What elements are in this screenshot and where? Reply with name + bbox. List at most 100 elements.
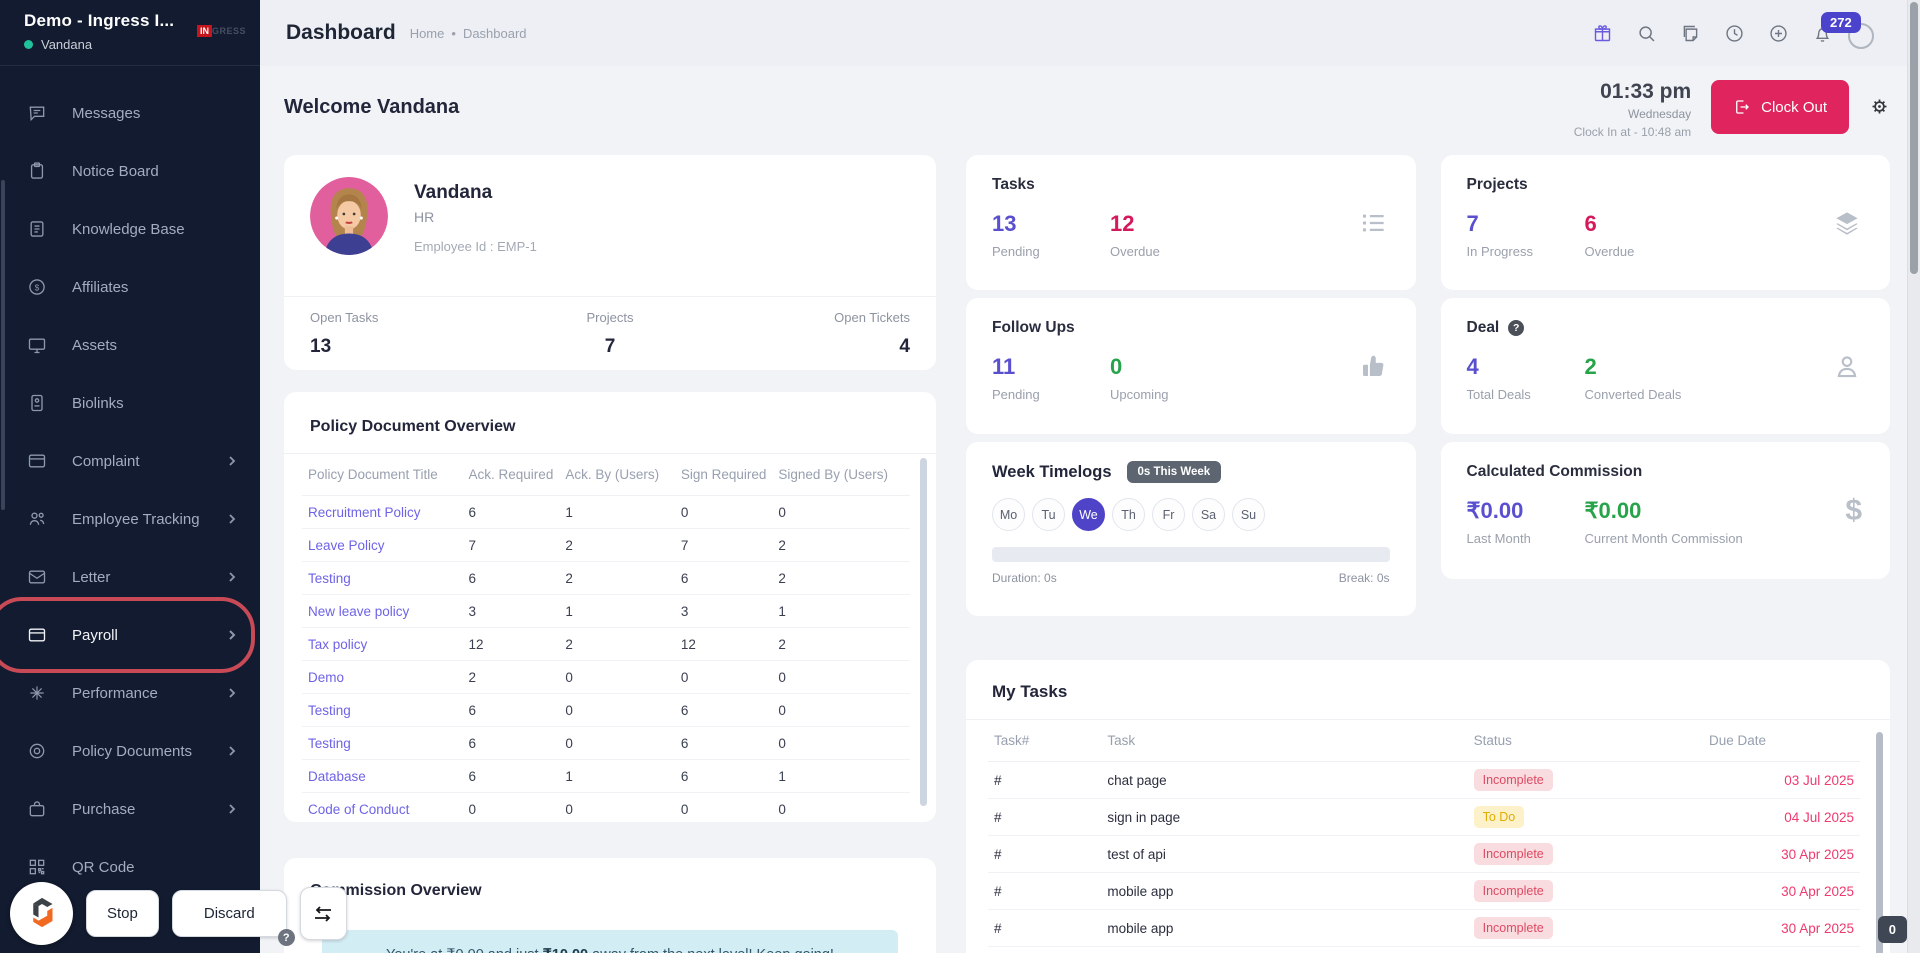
clock-area: 01:33 pm Wednesday Clock In at - 10:48 a… xyxy=(1574,80,1890,139)
status-badge: Incomplete xyxy=(1473,769,1553,791)
stop-button[interactable]: Stop xyxy=(86,890,159,937)
task-row: # sign in page To Do 04 Jul 2025 xyxy=(988,798,1860,836)
tasks-overdue-metric: 12 Overdue xyxy=(1110,211,1160,259)
profile-name: Vandana xyxy=(414,182,493,203)
notifications-bell-icon[interactable]: 272 xyxy=(1812,11,1861,44)
sidebar-item-performance[interactable]: Performance xyxy=(0,664,260,722)
dollar-icon: $ xyxy=(1845,493,1862,527)
add-circle-icon[interactable] xyxy=(1768,23,1789,44)
swap-arrows-button[interactable] xyxy=(299,887,347,940)
task-row: # mobile app Incomplete 30 Apr 2025 xyxy=(988,946,1860,953)
welcome-heading: Welcome Vandana xyxy=(284,96,460,118)
my-tasks-card: My Tasks Task# Task Status Due Date xyxy=(966,660,1890,953)
recorder-toolbar: Stop Discard ? xyxy=(10,882,347,946)
policy-title-link[interactable]: Tax policy xyxy=(302,627,463,661)
weekday-circle[interactable]: Tu xyxy=(1032,498,1065,531)
task-row: # chat page Incomplete 03 Jul 2025 xyxy=(988,761,1860,799)
follow-ups-title: Follow Ups xyxy=(992,319,1075,336)
window-scrollbar-thumb[interactable] xyxy=(1910,2,1918,274)
policy-table-scrollbar[interactable] xyxy=(920,458,927,806)
profile-top: Vandana HR Employee Id : EMP-1 xyxy=(284,155,936,297)
help-badge[interactable]: ? xyxy=(277,929,295,946)
sidebar-item-messages[interactable]: Messages xyxy=(0,84,260,142)
sidebar-item-notice-board[interactable]: Notice Board xyxy=(0,142,260,200)
page-corner-badge: 0 xyxy=(1877,916,1907,943)
gift-icon[interactable] xyxy=(1592,23,1613,44)
left-column: Vandana HR Employee Id : EMP-1 Open Task… xyxy=(284,155,936,953)
sidebar-item-policy-documents[interactable]: Policy Documents xyxy=(0,722,260,780)
policy-title-link[interactable]: Database xyxy=(302,759,463,793)
projects-inprogress-metric: 7 In Progress xyxy=(1466,211,1533,259)
swap-arrows-icon xyxy=(315,905,332,922)
policy-table-row: Recruitment Policy 6 1 0 0 xyxy=(302,495,910,529)
svg-text:$: $ xyxy=(35,282,40,292)
weekday-circle[interactable]: Fr xyxy=(1152,498,1185,531)
recorder-logo-button[interactable] xyxy=(10,882,73,945)
due-date: 30 Apr 2025 xyxy=(1703,872,1860,910)
sidebar-item-affiliates[interactable]: $ Affiliates xyxy=(0,258,260,316)
chat-icon xyxy=(27,103,47,123)
policy-title-link[interactable]: Recruitment Policy xyxy=(302,495,463,529)
sidebar-item-assets[interactable]: Assets xyxy=(0,316,260,374)
search-icon[interactable] xyxy=(1636,23,1657,44)
window-scrollbar[interactable] xyxy=(1907,0,1920,953)
list-icon xyxy=(1358,208,1388,238)
policy-title-link[interactable]: Demo xyxy=(302,660,463,694)
user-avatar-placeholder[interactable] xyxy=(1848,23,1874,49)
sidebar-item-knowledge-base[interactable]: Knowledge Base xyxy=(0,200,260,258)
weekday-circle[interactable]: Th xyxy=(1112,498,1145,531)
clock-out-button[interactable]: Clock Out xyxy=(1711,80,1849,134)
welcome-row: Welcome Vandana 01:33 pm Wednesday Clock… xyxy=(284,80,1890,139)
col-task-num: Task# xyxy=(988,720,1102,762)
weekday-circle[interactable]: Mo xyxy=(992,498,1025,531)
policy-title-link[interactable]: Testing xyxy=(302,693,463,727)
breadcrumb: Home • Dashboard xyxy=(410,26,527,41)
weekday-circle[interactable]: Sa xyxy=(1192,498,1225,531)
my-tasks-title: My Tasks xyxy=(966,682,1890,720)
status-badge: To Do xyxy=(1473,806,1525,828)
chevron-right-icon xyxy=(226,745,238,757)
policy-title-link[interactable]: Code of Conduct xyxy=(308,801,410,817)
sidebar-item-payroll[interactable]: Payroll xyxy=(0,597,260,673)
my-tasks-table: Task# Task Status Due Date # xyxy=(988,720,1860,953)
right-stack: Projects 7 In Progress 6 Overdue xyxy=(1440,155,1890,616)
policy-table-row: Leave Policy 7 2 7 2 xyxy=(302,528,910,562)
projects-card-title: Projects xyxy=(1466,176,1528,193)
sidebar-item-complaint[interactable]: Complaint xyxy=(0,432,260,490)
sidebar-header: Demo - Ingress I... Vandana IN GRESS xyxy=(0,0,260,66)
policy-title-link[interactable]: Testing xyxy=(302,561,463,595)
sidebar: Demo - Ingress I... Vandana IN GRESS Mess… xyxy=(0,0,260,953)
weekday-circle[interactable]: We xyxy=(1072,498,1105,531)
payroll-window-icon xyxy=(27,625,47,645)
stat-open-tasks: Open Tasks 13 xyxy=(310,310,379,357)
status-badge: Incomplete xyxy=(1473,917,1553,939)
policy-title-link[interactable]: Testing xyxy=(302,726,463,760)
notes-icon[interactable] xyxy=(1680,23,1701,44)
sidebar-item-purchase[interactable]: Purchase xyxy=(0,780,260,838)
breadcrumb-home[interactable]: Home xyxy=(409,25,445,41)
settings-gear-icon[interactable] xyxy=(1869,96,1890,117)
page-title: Dashboard xyxy=(286,21,396,44)
clipboard-icon xyxy=(27,161,47,181)
policy-title-link[interactable]: New leave policy xyxy=(302,594,463,628)
policy-title-link[interactable]: Leave Policy xyxy=(302,528,463,562)
ingress-logo: IN GRESS xyxy=(196,21,246,55)
deal-converted-metric: 2 Converted Deals xyxy=(1584,354,1682,402)
clock-icon[interactable] xyxy=(1724,23,1745,44)
help-icon[interactable]: ? xyxy=(1508,320,1525,336)
sidebar-item-employee-tracking[interactable]: Employee Tracking xyxy=(0,490,260,548)
weekday-circle[interactable]: Su xyxy=(1232,498,1265,531)
discard-button[interactable]: Discard xyxy=(171,890,287,937)
due-date: 30 Apr 2025 xyxy=(1703,835,1860,873)
sidebar-item-biolinks[interactable]: Biolinks xyxy=(0,374,260,432)
dashboard-grid: Vandana HR Employee Id : EMP-1 Open Task… xyxy=(284,155,1890,953)
workspace-block[interactable]: Demo - Ingress I... Vandana xyxy=(24,11,174,55)
col-due-date: Due Date xyxy=(1703,720,1860,762)
my-tasks-scrollbar[interactable] xyxy=(1876,732,1883,953)
projects-overdue-metric: 6 Overdue xyxy=(1584,211,1635,259)
sidebar-item-qr-code[interactable]: QR Code xyxy=(0,838,260,896)
sidebar-scrollbar[interactable] xyxy=(1,180,5,510)
week-timelogs-title: Week Timelogs xyxy=(992,462,1112,481)
sidebar-item-letter[interactable]: Letter xyxy=(0,548,260,606)
dashboard-content: Welcome Vandana 01:33 pm Wednesday Clock… xyxy=(260,66,1920,953)
